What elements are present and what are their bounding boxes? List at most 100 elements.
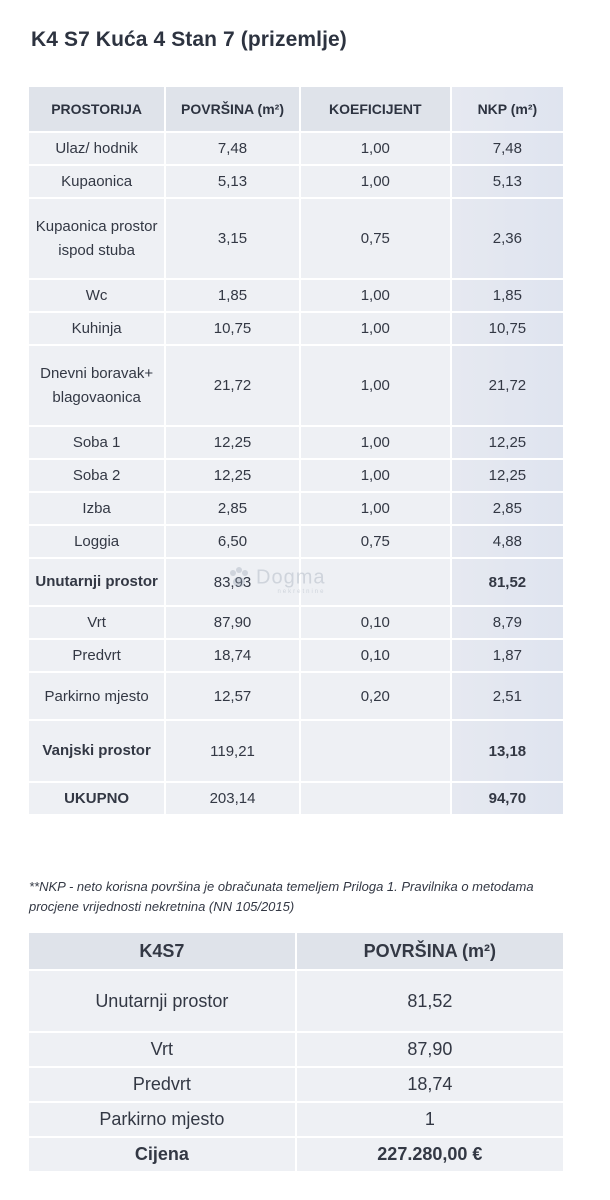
coef-cell: 0,10 (300, 607, 450, 638)
summary-row: Unutarnji prostor 81,52 (29, 971, 563, 1031)
table-row: Vrt 87,90 0,10 8,79 (29, 607, 563, 638)
table-row: Ulaz/ hodnik 7,48 1,00 7,48 (29, 133, 563, 164)
header-area: POVRŠINA (m²) (296, 933, 563, 969)
coef-cell: 1,00 (300, 280, 450, 311)
table-row: Parkirno mjesto 12,57 0,20 2,51 (29, 673, 563, 719)
table-row: Predvrt 18,74 0,10 1,87 (29, 640, 563, 671)
table-row: Kupaonica prostor ispod stuba 3,15 0,75 … (29, 199, 563, 278)
summary-value: 1 (296, 1103, 563, 1136)
room-cell: Vrt (29, 607, 165, 638)
nkp-cell: 10,75 (451, 313, 563, 344)
header-prostorija: PROSTORIJA (29, 87, 165, 131)
header-nkp: NKP (m²) (451, 87, 563, 131)
price-row: Cijena 227.280,00 € (29, 1138, 563, 1171)
subtotal-row: Unutarnji prostor 83,93 81,52 (29, 559, 563, 605)
area-cell: 12,25 (166, 460, 299, 491)
nkp-cell: 21,72 (451, 346, 563, 425)
nkp-cell: 12,25 (451, 427, 563, 458)
page-title: K4 S7 Kuća 4 Stan 7 (prizemlje) (31, 28, 347, 51)
coef-cell (300, 721, 450, 781)
nkp-cell: 2,85 (451, 493, 563, 524)
header-povrsina: POVRŠINA (m²) (166, 87, 299, 131)
coef-cell: 1,00 (300, 313, 450, 344)
nkp-cell: 8,79 (451, 607, 563, 638)
watermark-paw-icon (230, 567, 248, 587)
coef-cell: 1,00 (300, 133, 450, 164)
watermark-text: Dogma (256, 566, 326, 589)
room-cell: Kuhinja (29, 313, 165, 344)
price-label: Cijena (29, 1138, 295, 1171)
coef-cell (300, 559, 450, 605)
area-cell: 21,72 (166, 346, 299, 425)
table-row: Dnevni boravak+ blagovaonica 21,72 1,00 … (29, 346, 563, 425)
room-cell: Vanjski prostor (29, 721, 165, 781)
table-row: Kuhinja 10,75 1,00 10,75 (29, 313, 563, 344)
coef-cell: 1,00 (300, 166, 450, 197)
table-row: Kupaonica 5,13 1,00 5,13 (29, 166, 563, 197)
nkp-cell: 94,70 (451, 783, 563, 814)
room-cell: UKUPNO (29, 783, 165, 814)
room-cell: Kupaonica prostor ispod stuba (29, 199, 165, 278)
nkp-cell: 7,48 (451, 133, 563, 164)
area-cell: 2,85 (166, 493, 299, 524)
room-cell: Loggia (29, 526, 165, 557)
summary-label: Predvrt (29, 1068, 295, 1101)
room-area-table: PROSTORIJA POVRŠINA (m²) KOEFICIJENT NKP… (27, 85, 565, 816)
room-cell: Dnevni boravak+ blagovaonica (29, 346, 165, 425)
area-cell: 1,85 (166, 280, 299, 311)
area-cell: 119,21 (166, 721, 299, 781)
coef-cell (300, 783, 450, 814)
footnote: **NKP - neto korisna površina je obračun… (29, 879, 534, 914)
area-cell: 87,90 (166, 607, 299, 638)
area-cell: 18,74 (166, 640, 299, 671)
nkp-cell: 1,87 (451, 640, 563, 671)
coef-cell: 1,00 (300, 427, 450, 458)
nkp-cell: 4,88 (451, 526, 563, 557)
room-cell: Unutarnji prostor (29, 559, 165, 605)
area-cell: 6,50 (166, 526, 299, 557)
summary-row: Vrt 87,90 (29, 1033, 563, 1066)
table-row: Soba 1 12,25 1,00 12,25 (29, 427, 563, 458)
area-cell: 83,93 (166, 559, 299, 605)
area-cell: 10,75 (166, 313, 299, 344)
table-row: Loggia 6,50 0,75 4,88 (29, 526, 563, 557)
summary-value: 81,52 (296, 971, 563, 1031)
area-cell: 3,15 (166, 199, 299, 278)
coef-cell: 0,75 (300, 199, 450, 278)
watermark-subtext: nekretnine (277, 589, 326, 595)
summary-label: Unutarnji prostor (29, 971, 295, 1031)
nkp-cell: 2,36 (451, 199, 563, 278)
room-cell: Soba 1 (29, 427, 165, 458)
summary-label: Vrt (29, 1033, 295, 1066)
summary-table: K4S7 POVRŠINA (m²) Unutarnji prostor 81,… (27, 931, 565, 1173)
coef-cell: 0,20 (300, 673, 450, 719)
room-cell: Izba (29, 493, 165, 524)
area-cell: 12,25 (166, 427, 299, 458)
coef-cell: 0,10 (300, 640, 450, 671)
nkp-cell: 12,25 (451, 460, 563, 491)
coef-cell: 1,00 (300, 460, 450, 491)
summary-row: Predvrt 18,74 (29, 1068, 563, 1101)
table-row: Wc 1,85 1,00 1,85 (29, 280, 563, 311)
room-cell: Soba 2 (29, 460, 165, 491)
room-cell: Kupaonica (29, 166, 165, 197)
coef-cell: 1,00 (300, 493, 450, 524)
nkp-cell: 5,13 (451, 166, 563, 197)
summary-row: Parkirno mjesto 1 (29, 1103, 563, 1136)
room-cell: Predvrt (29, 640, 165, 671)
header-koeficijent: KOEFICIJENT (300, 87, 450, 131)
watermark: Dogma nekretnine (226, 565, 325, 595)
header-unit: K4S7 (29, 933, 295, 969)
room-cell: Wc (29, 280, 165, 311)
coef-cell: 1,00 (300, 346, 450, 425)
room-cell: Parkirno mjesto (29, 673, 165, 719)
area-cell: 203,14 (166, 783, 299, 814)
summary-value: 87,90 (296, 1033, 563, 1066)
table-header-row: PROSTORIJA POVRŠINA (m²) KOEFICIJENT NKP… (29, 87, 563, 131)
area-cell: 7,48 (166, 133, 299, 164)
summary-label: Parkirno mjesto (29, 1103, 295, 1136)
area-cell: 5,13 (166, 166, 299, 197)
summary-value: 18,74 (296, 1068, 563, 1101)
table-row: Soba 2 12,25 1,00 12,25 (29, 460, 563, 491)
price-value: 227.280,00 € (296, 1138, 563, 1171)
